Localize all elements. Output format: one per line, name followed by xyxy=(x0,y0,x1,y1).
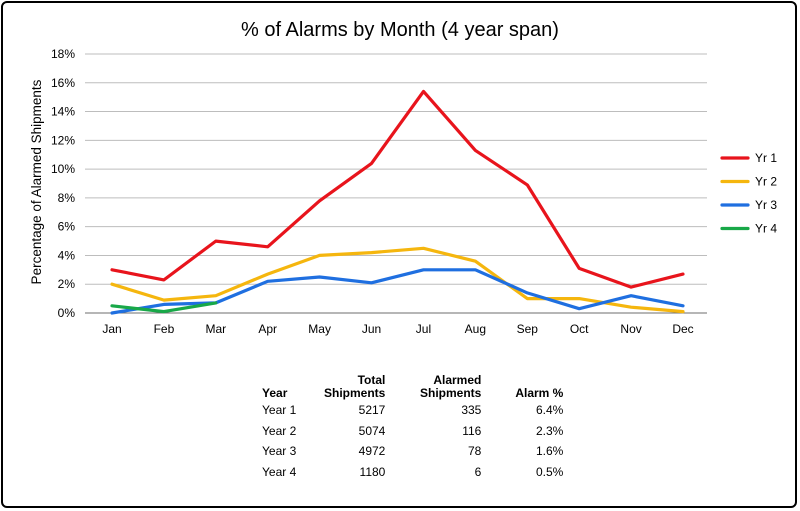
table-header-row: Year Total Shipments Alarmed Shipments Ala… xyxy=(262,372,563,400)
table-row: Year 3 4972 78 1.6% xyxy=(262,441,563,462)
cell-pct: 0.5% xyxy=(535,464,564,479)
cell-year: Year 1 xyxy=(262,403,297,418)
y-axis-label: Percentage of Alarmed Shipments xyxy=(29,79,44,284)
x-tick-label: Jul xyxy=(416,322,431,336)
header-alarm-pct: Alarm % xyxy=(515,386,564,400)
x-tick-labels: Jan Feb Mar Apr May Jun Jul Aug Sep Oct Nov Dec xyxy=(102,322,693,336)
legend-item: Yr 1 xyxy=(720,151,777,165)
y-tick-label: 14% xyxy=(51,105,75,119)
series-line-yr-1 xyxy=(110,89,685,289)
x-tick-label: Oct xyxy=(570,322,589,336)
x-tick-label: Aug xyxy=(465,322,486,336)
cell-pct: 6.4% xyxy=(535,403,564,418)
cell-total: 1180 xyxy=(359,464,386,479)
table-row: Year 2 5074 116 2.3% xyxy=(262,421,563,442)
x-tick-label: Apr xyxy=(258,322,277,336)
legend-item: Yr 4 xyxy=(720,222,777,236)
cell-alarmed: 116 xyxy=(462,423,482,438)
cell-total: 5217 xyxy=(358,403,386,418)
legend-label: Yr 3 xyxy=(755,198,777,212)
legend-item: Yr 2 xyxy=(720,175,777,189)
x-tick-label: Jan xyxy=(102,322,121,336)
y-tick-label: 16% xyxy=(51,76,75,90)
x-tick-label: Feb xyxy=(154,322,175,336)
legend: Yr 1 Yr 2 Yr 3 Yr 4 xyxy=(720,151,777,236)
table-row: Year 4 1180 6 0.5% xyxy=(262,462,563,483)
x-tick-label: May xyxy=(308,322,331,336)
y-tick-label: 4% xyxy=(58,248,76,262)
y-tick-label: 2% xyxy=(58,277,76,291)
y-tick-labels: 0% 2% 4% 6% 8% 10% 12% 14% 16% 18% xyxy=(51,47,75,320)
cell-pct: 2.3% xyxy=(535,423,564,438)
cell-total: 5074 xyxy=(358,423,386,438)
x-tick-label: Jun xyxy=(362,322,381,336)
y-tick-label: 10% xyxy=(51,162,75,176)
grid-lines xyxy=(85,53,707,314)
y-tick-label: 12% xyxy=(51,133,75,147)
cell-pct: 1.6% xyxy=(535,444,564,459)
cell-alarmed: 78 xyxy=(467,444,482,459)
x-tick-label: Sep xyxy=(517,322,539,336)
y-tick-label: 8% xyxy=(58,191,76,205)
header-alarmed-shipments: Alarmed Shipments xyxy=(420,373,482,400)
legend-label: Yr 2 xyxy=(755,175,777,189)
cell-year: Year 2 xyxy=(262,423,297,438)
summary-table: Year Total Shipments Alarmed Shipments Ala… xyxy=(262,372,563,482)
y-tick-label: 6% xyxy=(58,220,76,234)
x-tick-label: Nov xyxy=(620,322,641,336)
header-total-shipments: Total Shipments xyxy=(324,373,386,400)
cell-year: Year 3 xyxy=(262,444,297,459)
cell-year: Year 4 xyxy=(262,464,297,479)
legend-label: Yr 4 xyxy=(755,222,777,236)
series-lines xyxy=(110,89,685,315)
chart-title: % of Alarms by Month (4 year span) xyxy=(241,19,559,41)
header-year: Year xyxy=(262,386,288,400)
x-tick-label: Mar xyxy=(205,322,226,336)
legend-item: Yr 3 xyxy=(720,198,777,212)
legend-label: Yr 1 xyxy=(755,151,777,165)
table-row: Year 1 5217 335 6.4% xyxy=(262,400,563,421)
cell-alarmed: 335 xyxy=(461,403,482,418)
cell-total: 4972 xyxy=(358,444,386,459)
y-tick-label: 18% xyxy=(51,47,75,61)
series-line-yr-4 xyxy=(110,301,218,314)
cell-alarmed: 6 xyxy=(474,464,482,479)
series-line-yr-2 xyxy=(110,246,685,314)
y-tick-label: 0% xyxy=(58,306,76,320)
x-tick-label: Dec xyxy=(672,322,693,336)
